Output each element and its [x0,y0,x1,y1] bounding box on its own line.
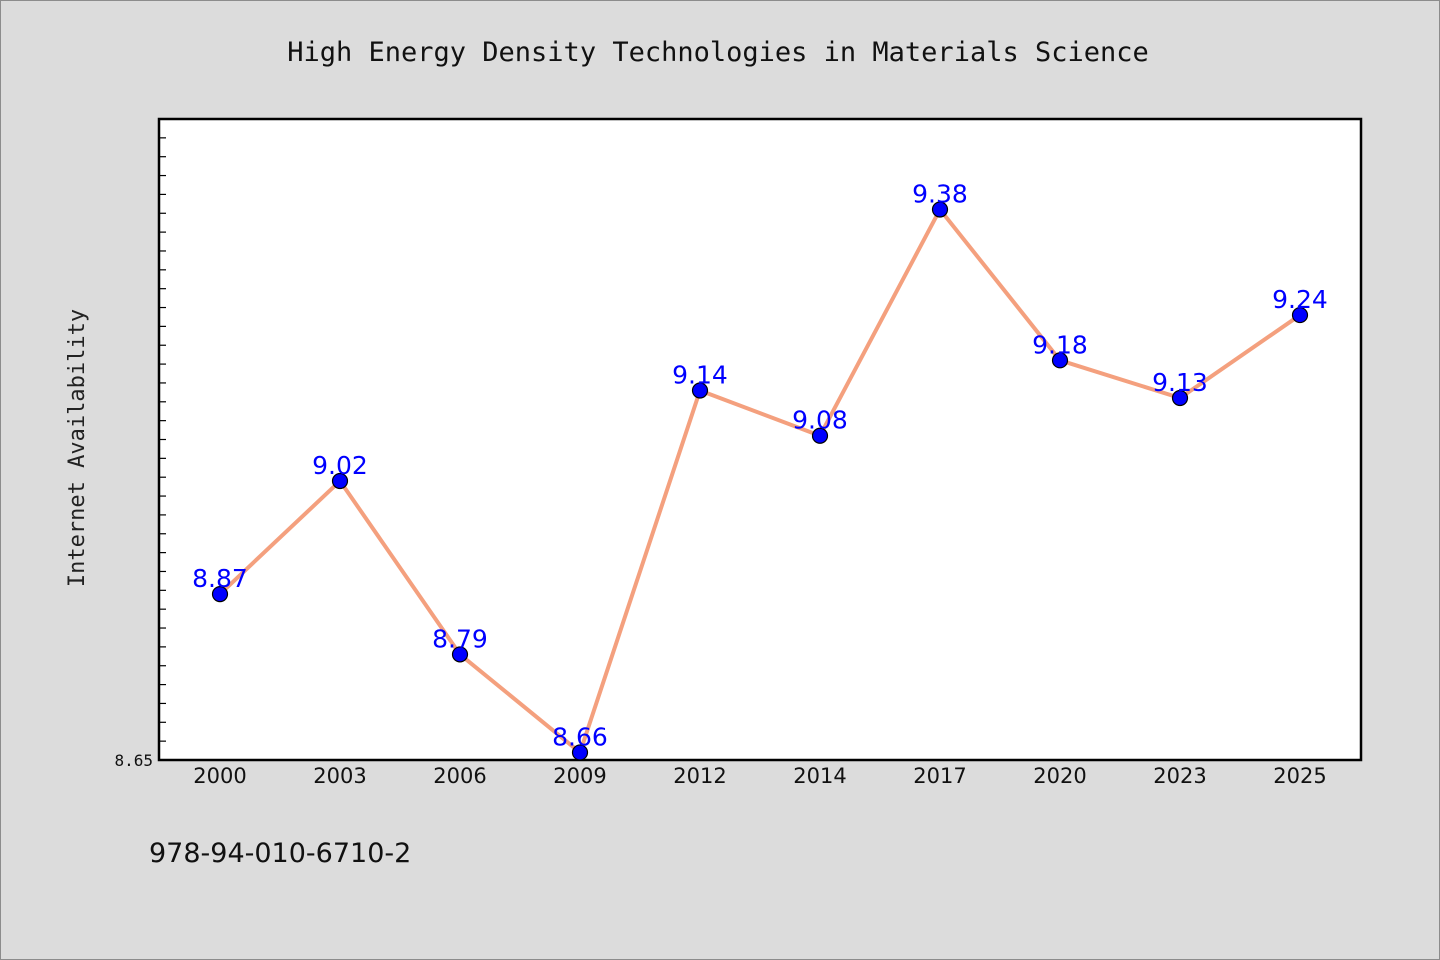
x-tick-label: 2006 [433,764,486,788]
series-markers [211,201,1309,761]
x-axis-tick-labels: 2000 2003 2006 2009 2012 2014 2017 2020 2023 2025 [193,764,1326,788]
data-label: 9.38 [912,179,968,208]
data-label: 9.13 [1152,368,1208,397]
data-point [691,382,709,399]
data-point [1171,389,1189,407]
y-axis-label: Internet Availability [65,309,90,587]
data-label: 9.08 [792,406,848,435]
y-axis-minor-ticks [159,137,166,761]
data-labels: 8.87 9.02 8.79 8.66 9.14 9.08 9.38 9.18 9.13 9.24 [192,179,1328,751]
x-tick-label: 2014 [793,764,846,788]
data-label: 9.02 [312,451,368,480]
x-tick-label: 2017 [913,764,966,788]
chart-title: High Energy Density Technologies in Mate… [287,37,1149,68]
data-label: 8.66 [552,722,608,751]
x-tick-label: 2012 [673,764,726,788]
data-label: 9.14 [672,360,728,389]
x-tick-label: 2000 [193,764,246,788]
x-tick-label: 2025 [1273,764,1326,788]
series-line [218,207,1302,755]
y-tick-label: 8.65 [114,751,153,770]
x-tick-label: 2009 [553,764,606,788]
data-point [331,472,349,490]
data-point [811,427,829,444]
y-axis-tick-labels: 8.65 [114,751,153,770]
data-label: 8.87 [192,564,248,593]
data-label: 9.18 [1032,330,1088,359]
data-label: 9.24 [1272,285,1328,314]
data-point [571,744,589,761]
x-tick-label: 2020 [1033,764,1086,788]
isbn-text: 978-94-010-6710-2 [149,838,411,869]
data-point [211,585,229,603]
series-line-layer [218,207,1302,755]
data-label: 8.79 [432,624,488,653]
data-point [931,201,949,218]
data-point [1051,352,1069,369]
x-tick-label: 2003 [313,764,366,788]
plot-area [157,117,1363,762]
data-point [1291,306,1309,324]
x-tick-label: 2023 [1153,764,1206,788]
data-point [451,646,469,663]
